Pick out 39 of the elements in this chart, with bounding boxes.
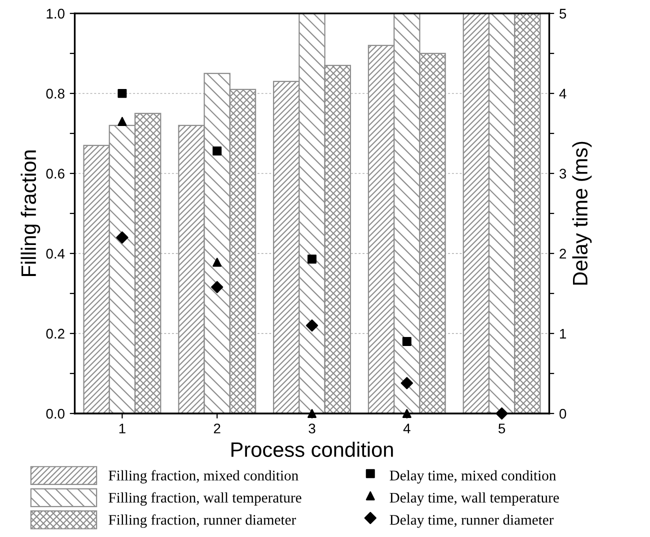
point — [308, 254, 316, 264]
y2-axis-title: Delay time (ms) — [572, 142, 592, 285]
point — [212, 258, 222, 267]
y-tick-label: 0.0 — [46, 408, 64, 419]
y2-tick-label: 5 — [560, 8, 566, 19]
legend-label: Delay time, mixed condition — [390, 470, 556, 484]
y-tick-label: 1.0 — [46, 8, 64, 19]
x-axis-title: Process condition — [231, 442, 393, 458]
legend-label: Filling fraction, runner diameter — [108, 514, 296, 528]
point — [308, 408, 316, 418]
y2-tick-label: 3 — [560, 168, 566, 179]
x-tick-label: 1 — [119, 424, 126, 434]
x-tick-label: 4 — [403, 424, 410, 434]
point — [306, 319, 318, 332]
point — [118, 88, 127, 98]
point — [400, 377, 413, 390]
legend-label: Filling fraction, mixed condition — [108, 470, 298, 484]
point — [496, 407, 508, 420]
x-tick-label: 2 — [214, 424, 220, 434]
legend-label: Delay time, wall temperature — [390, 492, 559, 506]
y2-tick-label: 1 — [560, 328, 566, 339]
y2-tick-label: 4 — [559, 88, 566, 98]
y-tick-label: 0.2 — [46, 328, 64, 339]
point — [211, 280, 224, 294]
y-tick-label: 0.4 — [46, 248, 65, 259]
legend-label: Delay time, runner diameter — [390, 514, 554, 528]
y-tick-label: 0.6 — [46, 168, 64, 179]
y2-tick-label: 0 — [560, 408, 566, 419]
legend-label: Filling fraction, wall temperature — [108, 492, 302, 506]
y2-tick-label: 2 — [560, 248, 566, 258]
point — [212, 146, 222, 156]
y-tick-label: 0.8 — [46, 88, 64, 99]
point — [118, 116, 127, 126]
x-tick-label: 3 — [308, 424, 316, 434]
point — [402, 408, 412, 418]
point — [402, 336, 412, 346]
point — [116, 231, 128, 244]
x-tick-label: 5 — [498, 424, 506, 434]
y-axis-title: Filling fraction — [20, 150, 40, 276]
